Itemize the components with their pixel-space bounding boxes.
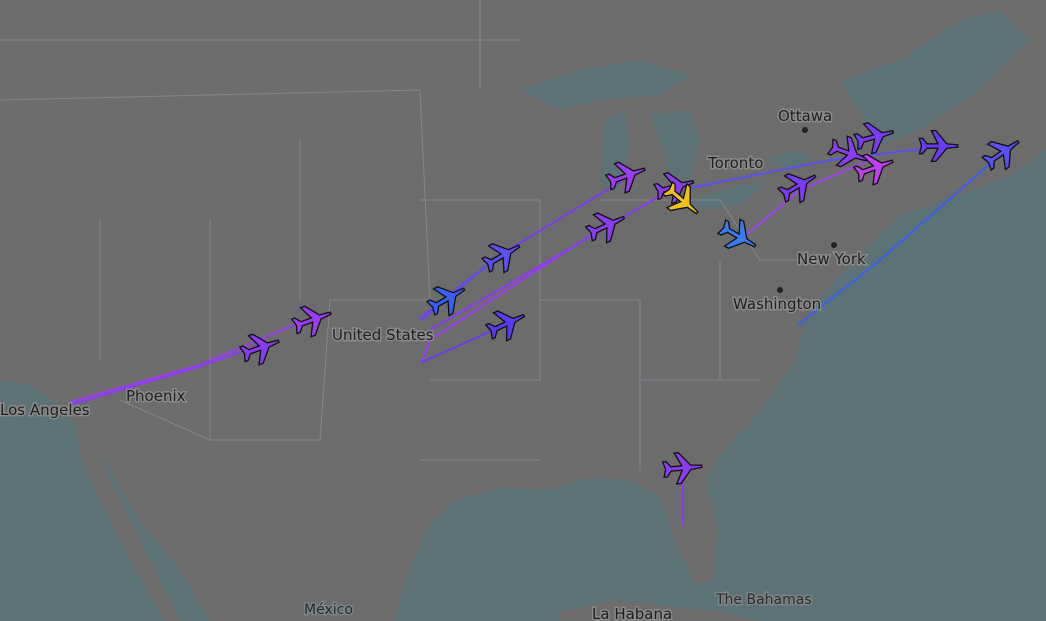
city-label: Toronto (707, 154, 763, 172)
state-borders (0, 0, 820, 470)
baja (75, 425, 180, 621)
city-dot (831, 242, 837, 248)
city-label: La Habana (592, 605, 672, 621)
cuba (560, 600, 760, 621)
city-dot (777, 287, 783, 293)
city-label: Ottawa (778, 107, 832, 125)
country-label: México (304, 602, 353, 618)
great-lakes (520, 10, 1030, 210)
city-label: Washington (733, 295, 821, 313)
place-labels: Ottawa Toronto New York Washington Unite… (0, 106, 868, 621)
country-label: United States (332, 326, 434, 344)
city-label: New York (797, 250, 866, 268)
region-label: The Bahamas (715, 592, 812, 608)
city-label: Phoenix (126, 387, 186, 405)
city-dot (802, 127, 808, 133)
city-label: Los Angeles (0, 401, 90, 419)
